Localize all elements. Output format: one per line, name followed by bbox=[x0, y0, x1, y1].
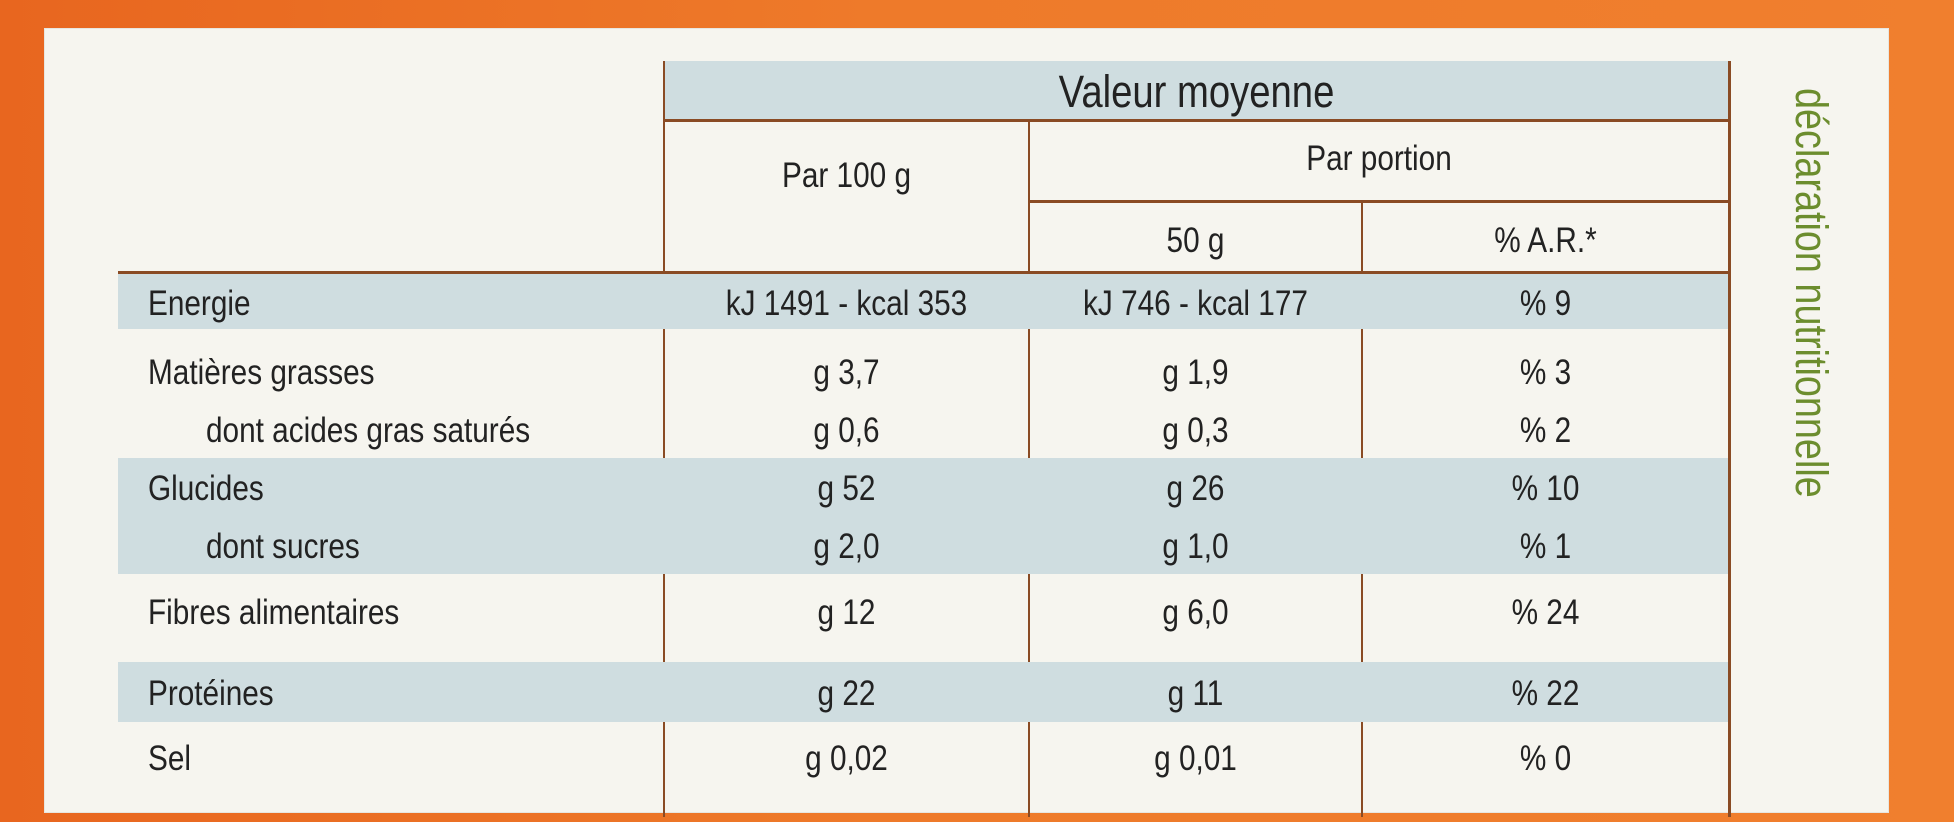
row-fibres-alimentaires-portion: g 6,0 bbox=[1162, 593, 1229, 632]
row-acides-gras-satures-par-100g: g 0,6 bbox=[813, 411, 880, 450]
row-label-acides-gras-satures: dont acides gras saturés bbox=[206, 411, 531, 450]
row-band-glucides bbox=[118, 458, 1728, 515]
row-fibres-alimentaires-par-100g: g 12 bbox=[817, 593, 876, 632]
row-band-dont-sucres bbox=[118, 515, 1728, 574]
row-energie-ar-percent: % 9 bbox=[1519, 284, 1572, 323]
ar-percent-heading: % A.R.* bbox=[1494, 221, 1597, 260]
row-acides-gras-satures-ar-percent: % 2 bbox=[1519, 411, 1572, 450]
valeur-moyenne-heading: Valeur moyenne bbox=[1058, 66, 1335, 117]
row-label-matieres-grasses: Matières grasses bbox=[148, 353, 375, 392]
row-label-fibres-alimentaires: Fibres alimentaires bbox=[148, 593, 400, 632]
header-rule bbox=[665, 119, 1731, 122]
row-dont-sucres-par-100g: g 2,0 bbox=[813, 527, 880, 566]
row-glucides-par-100g: g 52 bbox=[817, 469, 876, 508]
row-proteines-par-100g: g 22 bbox=[817, 674, 876, 713]
nutrition-panel: Valeur moyenne Par 100 g Par portion 50 … bbox=[44, 28, 1889, 817]
portion-rule bbox=[1028, 200, 1731, 203]
row-sel-par-100g: g 0,02 bbox=[805, 739, 888, 778]
row-sel-portion: g 0,01 bbox=[1154, 739, 1237, 778]
row-matieres-grasses-portion: g 1,9 bbox=[1162, 353, 1229, 392]
nutrition-declaration-title: déclaration nutritionnelle bbox=[1786, 88, 1874, 798]
row-acides-gras-satures-portion: g 0,3 bbox=[1162, 411, 1229, 450]
par-100g-heading: Par 100 g bbox=[781, 156, 912, 195]
row-proteines-ar-percent: % 22 bbox=[1511, 674, 1580, 713]
right-table-rule bbox=[1728, 61, 1731, 817]
row-label-energie: Energie bbox=[148, 284, 251, 323]
row-sel-ar-percent: % 0 bbox=[1519, 739, 1572, 778]
row-band-energie bbox=[118, 274, 1728, 329]
row-label-dont-sucres: dont sucres bbox=[206, 527, 360, 566]
row-glucides-ar-percent: % 10 bbox=[1511, 469, 1580, 508]
row-glucides-portion: g 26 bbox=[1166, 469, 1225, 508]
row-band-proteines bbox=[118, 662, 1728, 722]
header-band bbox=[665, 61, 1728, 119]
row-fibres-alimentaires-ar-percent: % 24 bbox=[1511, 593, 1580, 632]
row-energie-par-100g: kJ 1491 - kcal 353 bbox=[725, 284, 968, 323]
table-body-rule bbox=[118, 271, 1728, 274]
par-portion-heading: Par portion bbox=[1306, 139, 1452, 178]
row-label-sel: Sel bbox=[148, 739, 192, 778]
nutrition-table: Valeur moyenne Par 100 g Par portion 50 … bbox=[118, 61, 1731, 819]
portion-weight-heading: 50 g bbox=[1166, 221, 1225, 260]
row-dont-sucres-ar-percent: % 1 bbox=[1519, 527, 1572, 566]
row-energie-portion: kJ 746 - kcal 177 bbox=[1083, 284, 1308, 323]
row-label-proteines: Protéines bbox=[148, 674, 274, 713]
row-matieres-grasses-ar-percent: % 3 bbox=[1519, 353, 1572, 392]
row-dont-sucres-portion: g 1,0 bbox=[1162, 527, 1229, 566]
row-label-glucides: Glucides bbox=[148, 469, 264, 508]
nutrition-declaration-title-text: déclaration nutritionnelle bbox=[1786, 88, 1837, 498]
row-proteines-portion: g 11 bbox=[1167, 674, 1224, 713]
label-column-rule bbox=[663, 61, 665, 817]
row-matieres-grasses-par-100g: g 3,7 bbox=[813, 353, 880, 392]
